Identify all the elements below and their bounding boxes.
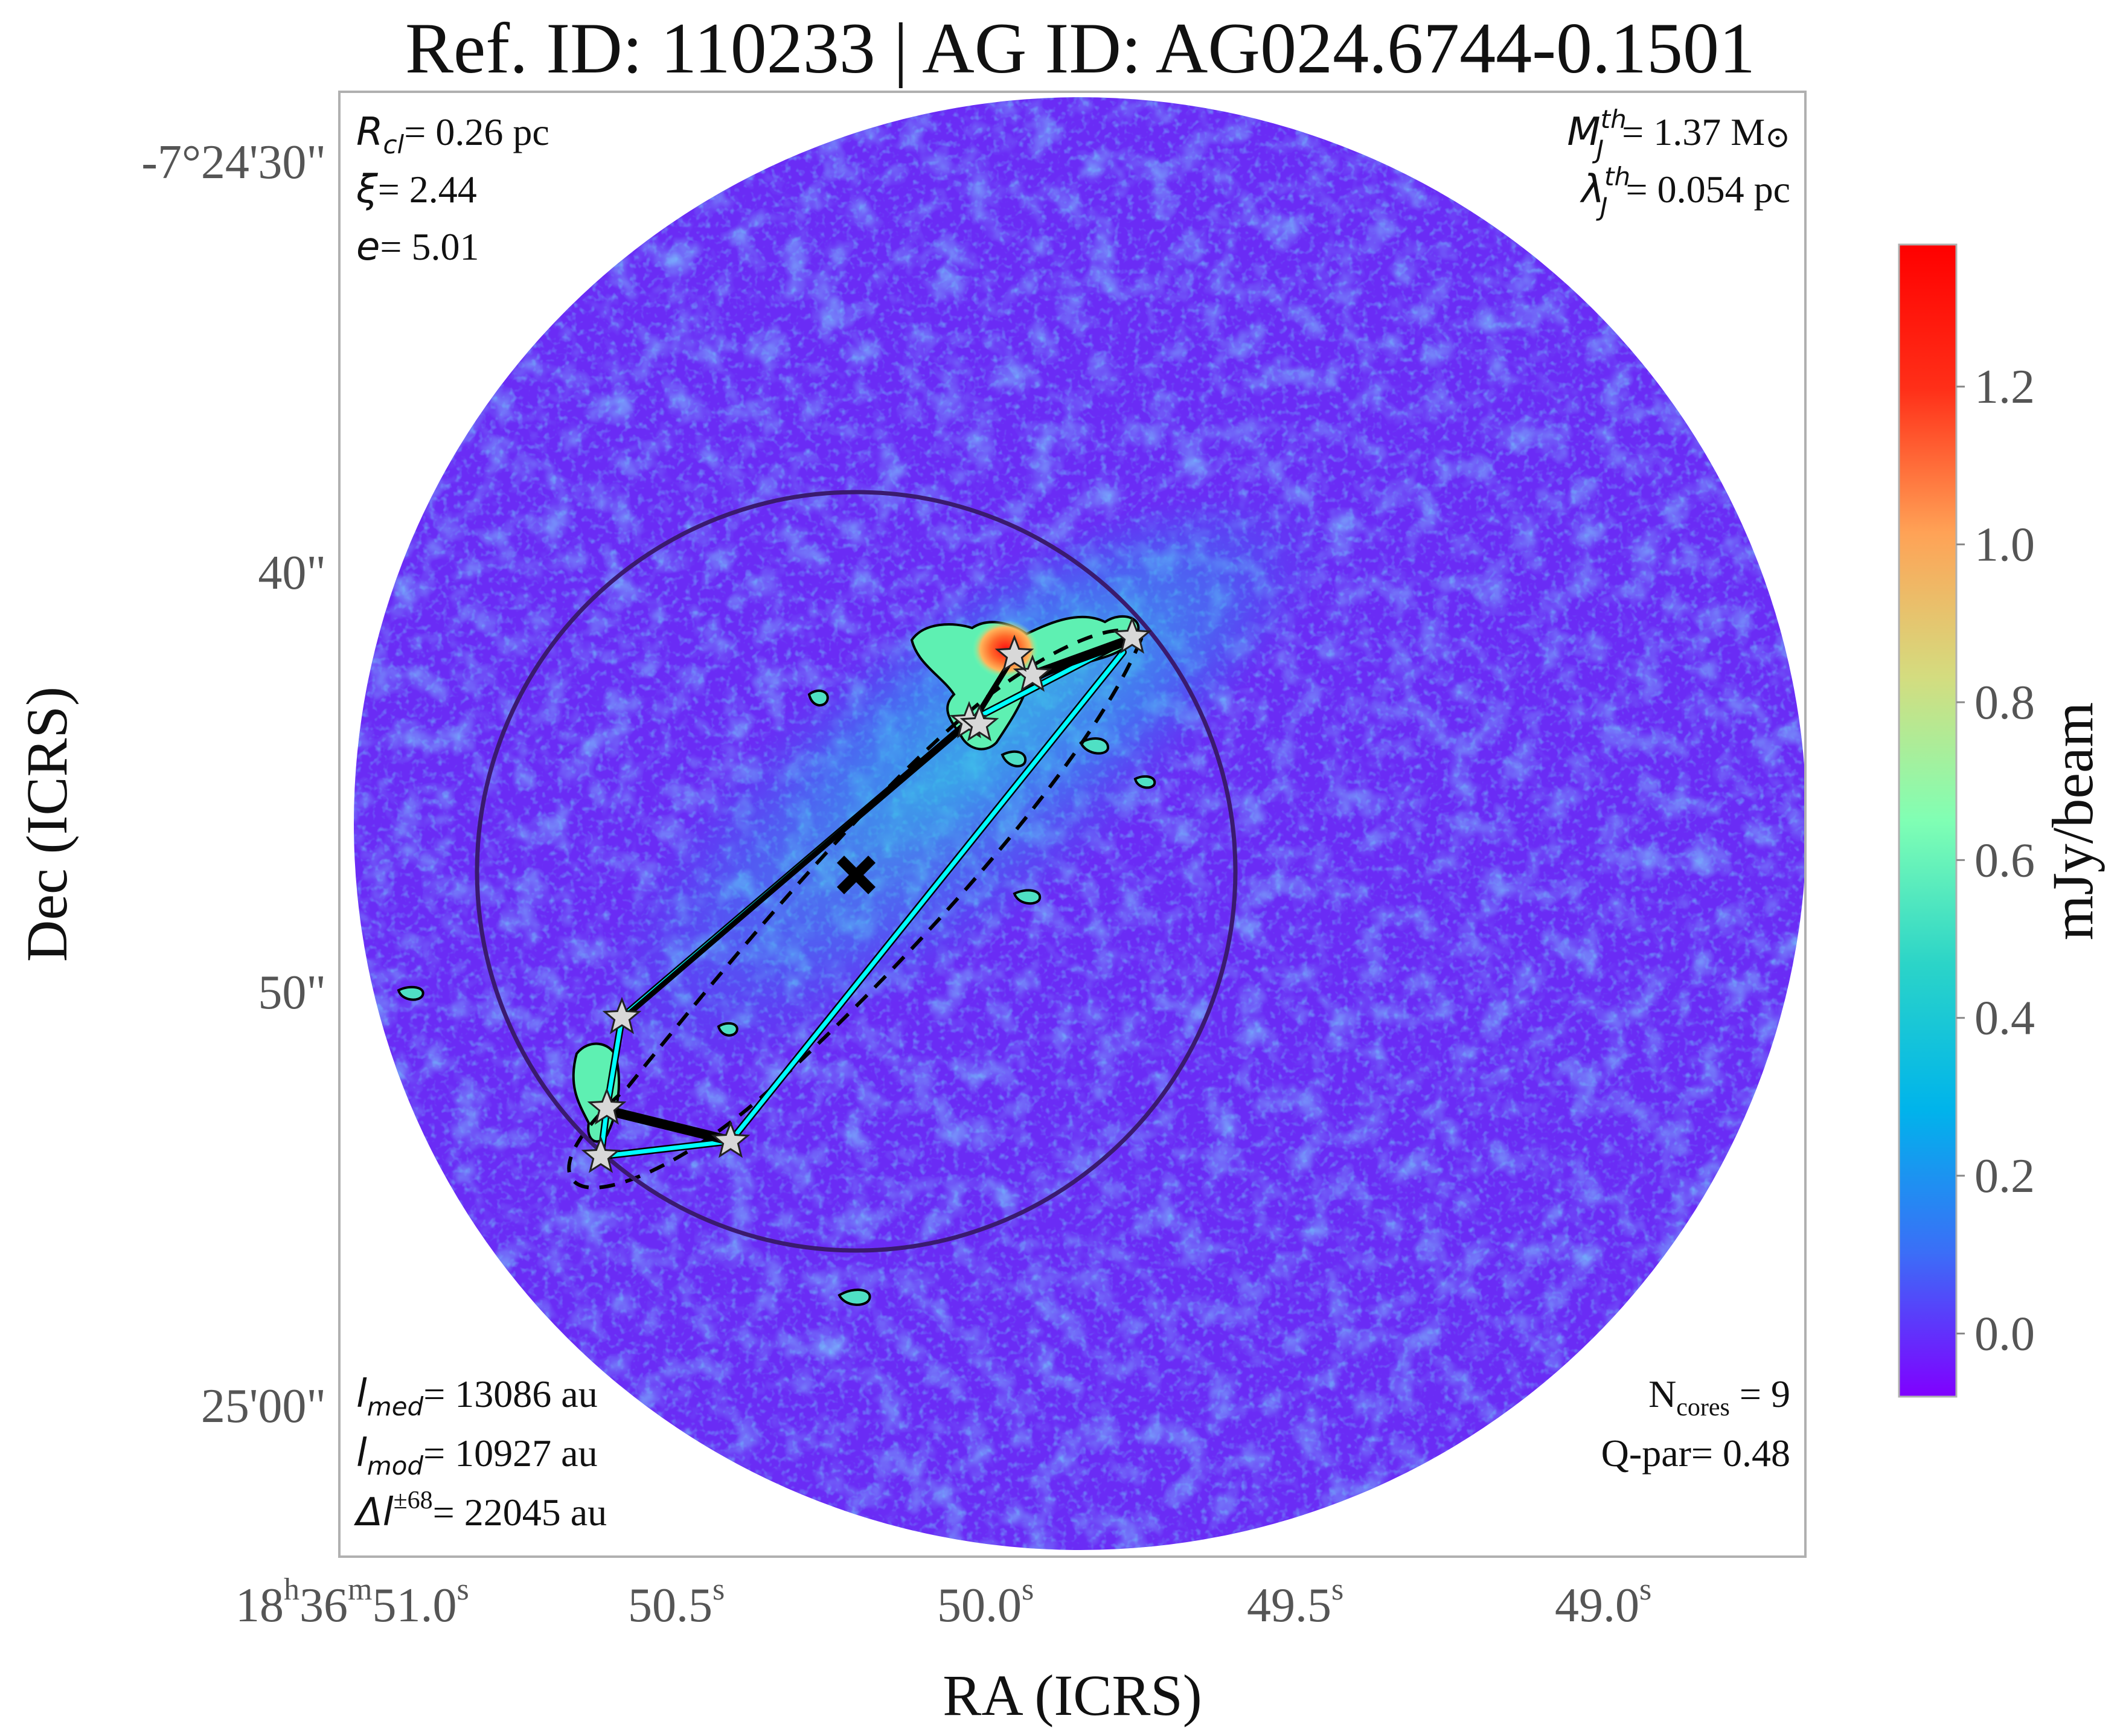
core-star-icon: [1112, 616, 1152, 654]
core-star-icon: [959, 703, 999, 741]
colorbar-tick-label: 0.8: [1974, 676, 2035, 729]
core-star-icon: [711, 1120, 751, 1158]
annotation-r-cl: Rcl= 0.26 pc: [356, 110, 549, 159]
y-tick-label-1: 40": [258, 546, 326, 600]
x-tick-label-0: 18h36m51.0s: [235, 1572, 469, 1632]
annotation-mj: Mth J = 1.37 M⊙: [1567, 104, 1790, 164]
annotation-n-cores: Ncores = 9: [1648, 1372, 1790, 1421]
core-star-icon: [581, 1135, 621, 1173]
colorbar-tick-label: 1.0: [1974, 519, 2035, 572]
cores: [581, 616, 1152, 1173]
clump-contour-2: [1001, 750, 1027, 767]
annotation-e: e= 5.01: [356, 225, 479, 269]
clump-contour-3: [1079, 737, 1110, 755]
clump-contour-8: [717, 1022, 738, 1037]
y-tick-label-3: 25'00": [201, 1380, 326, 1433]
annotation-q-par: Q-par= 0.48: [1601, 1432, 1790, 1475]
clump-contour-1: [807, 689, 829, 706]
clump-contour-5: [837, 1289, 871, 1306]
annotation-xi: ξ= 2.44: [356, 167, 477, 212]
colorbar-tick-label: 0.4: [1974, 992, 2035, 1045]
x-axis: 18h36m51.0s 50.5s 50.0s 49.5s 49.0s: [235, 1572, 1651, 1632]
core-star-icon: [587, 1087, 627, 1125]
cluster-center-marker: [837, 856, 876, 894]
x-axis-label: RA (ICRS): [943, 1663, 1202, 1728]
axes-frame: [338, 91, 1807, 1558]
colorbar-tick-label: 0.6: [1974, 834, 2035, 887]
clump-contour-4: [1013, 889, 1042, 905]
colorbar-tick-label: 0.0: [1974, 1307, 2035, 1360]
emission-map: [354, 97, 1805, 1550]
annotations: Rcl= 0.26 pc ξ= 2.44 e= 5.01 Mth J = 1.37 …: [353, 104, 1790, 1535]
x-tick-label-1: 50.5s: [628, 1572, 725, 1632]
cluster-radius-circle: [475, 490, 1238, 1253]
clump-contour-6: [397, 985, 424, 1001]
colorbar-tick-label: 1.2: [1974, 360, 2035, 414]
annotation-l-med: lmed= 13086 au: [356, 1372, 598, 1421]
annotation-lambda-j: λth J = 0.054 pc: [1580, 162, 1790, 222]
figure-title: Ref. ID: 110233 | AG ID: AG024.6744-0.15…: [405, 8, 1755, 88]
colorbar: 0.0 0.2 0.4 0.6 0.8 1.0 1.2 mJy/beam: [1898, 243, 2105, 1398]
x-tick-label-3: 49.5s: [1247, 1572, 1343, 1632]
x-tick-label-4: 49.0s: [1555, 1572, 1651, 1632]
x-tick-label-2: 50.0s: [937, 1572, 1034, 1632]
center-cross-icon: [837, 856, 876, 894]
y-axis: -7°24'30" 40" 50" 25'00": [141, 136, 326, 1433]
colorbar-ticks: 0.0 0.2 0.4 0.6 0.8 1.0 1.2: [1956, 360, 2035, 1360]
colorbar-gradient: [1898, 243, 1958, 1398]
annotation-l-mod: lmod= 10927 au: [356, 1431, 598, 1481]
core-star-icon: [994, 634, 1034, 672]
y-tick-label-0: -7°24'30": [141, 136, 326, 189]
core-star-icon: [1013, 654, 1052, 692]
y-axis-label: Dec (ICRS): [14, 687, 79, 962]
colorbar-label: mJy/beam: [2040, 702, 2105, 941]
mst-edge-center: [625, 719, 972, 1017]
colorbar-tick-label: 0.2: [1974, 1150, 2035, 1203]
annotation-delta-l: Δl±68= 22045 au: [353, 1487, 607, 1535]
core-star-icon: [602, 996, 642, 1034]
clump-contour-7: [1133, 775, 1156, 789]
y-tick-label-2: 50": [258, 966, 326, 1019]
mst-heavy-edge-south: [605, 1106, 732, 1145]
